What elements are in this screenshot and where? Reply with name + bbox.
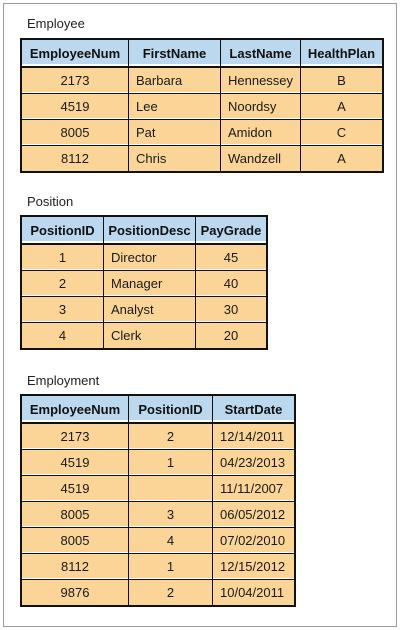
cell-positionid: 2	[22, 271, 104, 297]
table-row: 4 Clerk 20	[22, 323, 266, 348]
cell-positionid: 4	[129, 528, 213, 554]
cell-employeenum: 8005	[22, 502, 129, 528]
table-row: 8005 4 07/02/2010	[22, 528, 294, 554]
cell-startdate: 12/15/2012	[213, 554, 294, 580]
cell-firstname: Lee	[129, 94, 221, 120]
cell-positiondesc: Clerk	[104, 323, 196, 348]
table-row: 4519 Lee Noordsy A	[22, 94, 382, 120]
table-row: 2173 Barbara Hennessey B	[22, 68, 382, 94]
column-header-paygrade: PayGrade	[196, 217, 266, 245]
cell-employeenum: 2173	[22, 424, 129, 450]
table-row: 8112 Chris Wandzell A	[22, 146, 382, 171]
table-row: 2 Manager 40	[22, 271, 266, 297]
cell-positionid: 2	[129, 580, 213, 605]
employee-table-title: Employee	[27, 16, 85, 31]
table-row: 8112 1 12/15/2012	[22, 554, 294, 580]
employment-table-title: Employment	[27, 373, 100, 388]
cell-positiondesc: Analyst	[104, 297, 196, 323]
figure-frame	[3, 3, 397, 627]
position-table-title: Position	[27, 194, 74, 209]
cell-positionid	[129, 476, 213, 502]
position-table: PositionID PositionDesc PayGrade 1 Direc…	[20, 215, 268, 350]
cell-startdate: 07/02/2010	[213, 528, 294, 554]
cell-paygrade: 45	[196, 245, 266, 271]
column-header-employeenum: EmployeeNum	[22, 40, 129, 68]
cell-positionid: 1	[129, 450, 213, 476]
cell-positionid: 3	[22, 297, 104, 323]
employment-header-row: EmployeeNum PositionID StartDate	[22, 396, 294, 424]
column-header-positiondesc: PositionDesc	[104, 217, 196, 245]
employment-table: EmployeeNum PositionID StartDate 2173 2 …	[20, 394, 296, 607]
employee-table: EmployeeNum FirstName LastName HealthPla…	[20, 38, 384, 173]
cell-lastname: Hennessey	[221, 68, 301, 94]
table-row: 4519 11/11/2007	[22, 476, 294, 502]
cell-paygrade: 20	[196, 323, 266, 348]
cell-positionid: 4	[22, 323, 104, 348]
cell-lastname: Amidon	[221, 120, 301, 146]
cell-healthplan: A	[301, 94, 382, 120]
cell-startdate: 04/23/2013	[213, 450, 294, 476]
cell-lastname: Wandzell	[221, 146, 301, 171]
cell-positionid: 2	[129, 424, 213, 450]
table-row: 1 Director 45	[22, 245, 266, 271]
cell-paygrade: 40	[196, 271, 266, 297]
position-header-row: PositionID PositionDesc PayGrade	[22, 217, 266, 245]
cell-positiondesc: Director	[104, 245, 196, 271]
table-row: 2173 2 12/14/2011	[22, 424, 294, 450]
column-header-employeenum: EmployeeNum	[22, 396, 129, 424]
cell-firstname: Pat	[129, 120, 221, 146]
column-header-startdate: StartDate	[213, 396, 294, 424]
cell-employeenum: 8112	[22, 146, 129, 171]
cell-employeenum: 8005	[22, 120, 129, 146]
cell-healthplan: C	[301, 120, 382, 146]
table-row: 9876 2 10/04/2011	[22, 580, 294, 605]
cell-healthplan: B	[301, 68, 382, 94]
column-header-firstname: FirstName	[129, 40, 221, 68]
table-row: 4519 1 04/23/2013	[22, 450, 294, 476]
cell-employeenum: 2173	[22, 68, 129, 94]
cell-paygrade: 30	[196, 297, 266, 323]
table-row: 8005 Pat Amidon C	[22, 120, 382, 146]
cell-positiondesc: Manager	[104, 271, 196, 297]
cell-employeenum: 9876	[22, 580, 129, 605]
cell-employeenum: 4519	[22, 450, 129, 476]
column-header-positionid: PositionID	[22, 217, 104, 245]
column-header-positionid: PositionID	[129, 396, 213, 424]
column-header-lastname: LastName	[221, 40, 301, 68]
table-row: 8005 3 06/05/2012	[22, 502, 294, 528]
cell-employeenum: 4519	[22, 476, 129, 502]
cell-employeenum: 8005	[22, 528, 129, 554]
cell-firstname: Barbara	[129, 68, 221, 94]
column-header-healthplan: HealthPlan	[301, 40, 382, 68]
cell-startdate: 10/04/2011	[213, 580, 294, 605]
cell-positionid: 3	[129, 502, 213, 528]
cell-lastname: Noordsy	[221, 94, 301, 120]
cell-positionid: 1	[22, 245, 104, 271]
cell-healthplan: A	[301, 146, 382, 171]
employee-header-row: EmployeeNum FirstName LastName HealthPla…	[22, 40, 382, 68]
cell-positionid: 1	[129, 554, 213, 580]
cell-firstname: Chris	[129, 146, 221, 171]
cell-startdate: 06/05/2012	[213, 502, 294, 528]
cell-startdate: 11/11/2007	[213, 476, 294, 502]
table-row: 3 Analyst 30	[22, 297, 266, 323]
cell-employeenum: 4519	[22, 94, 129, 120]
cell-startdate: 12/14/2011	[213, 424, 294, 450]
cell-employeenum: 8112	[22, 554, 129, 580]
